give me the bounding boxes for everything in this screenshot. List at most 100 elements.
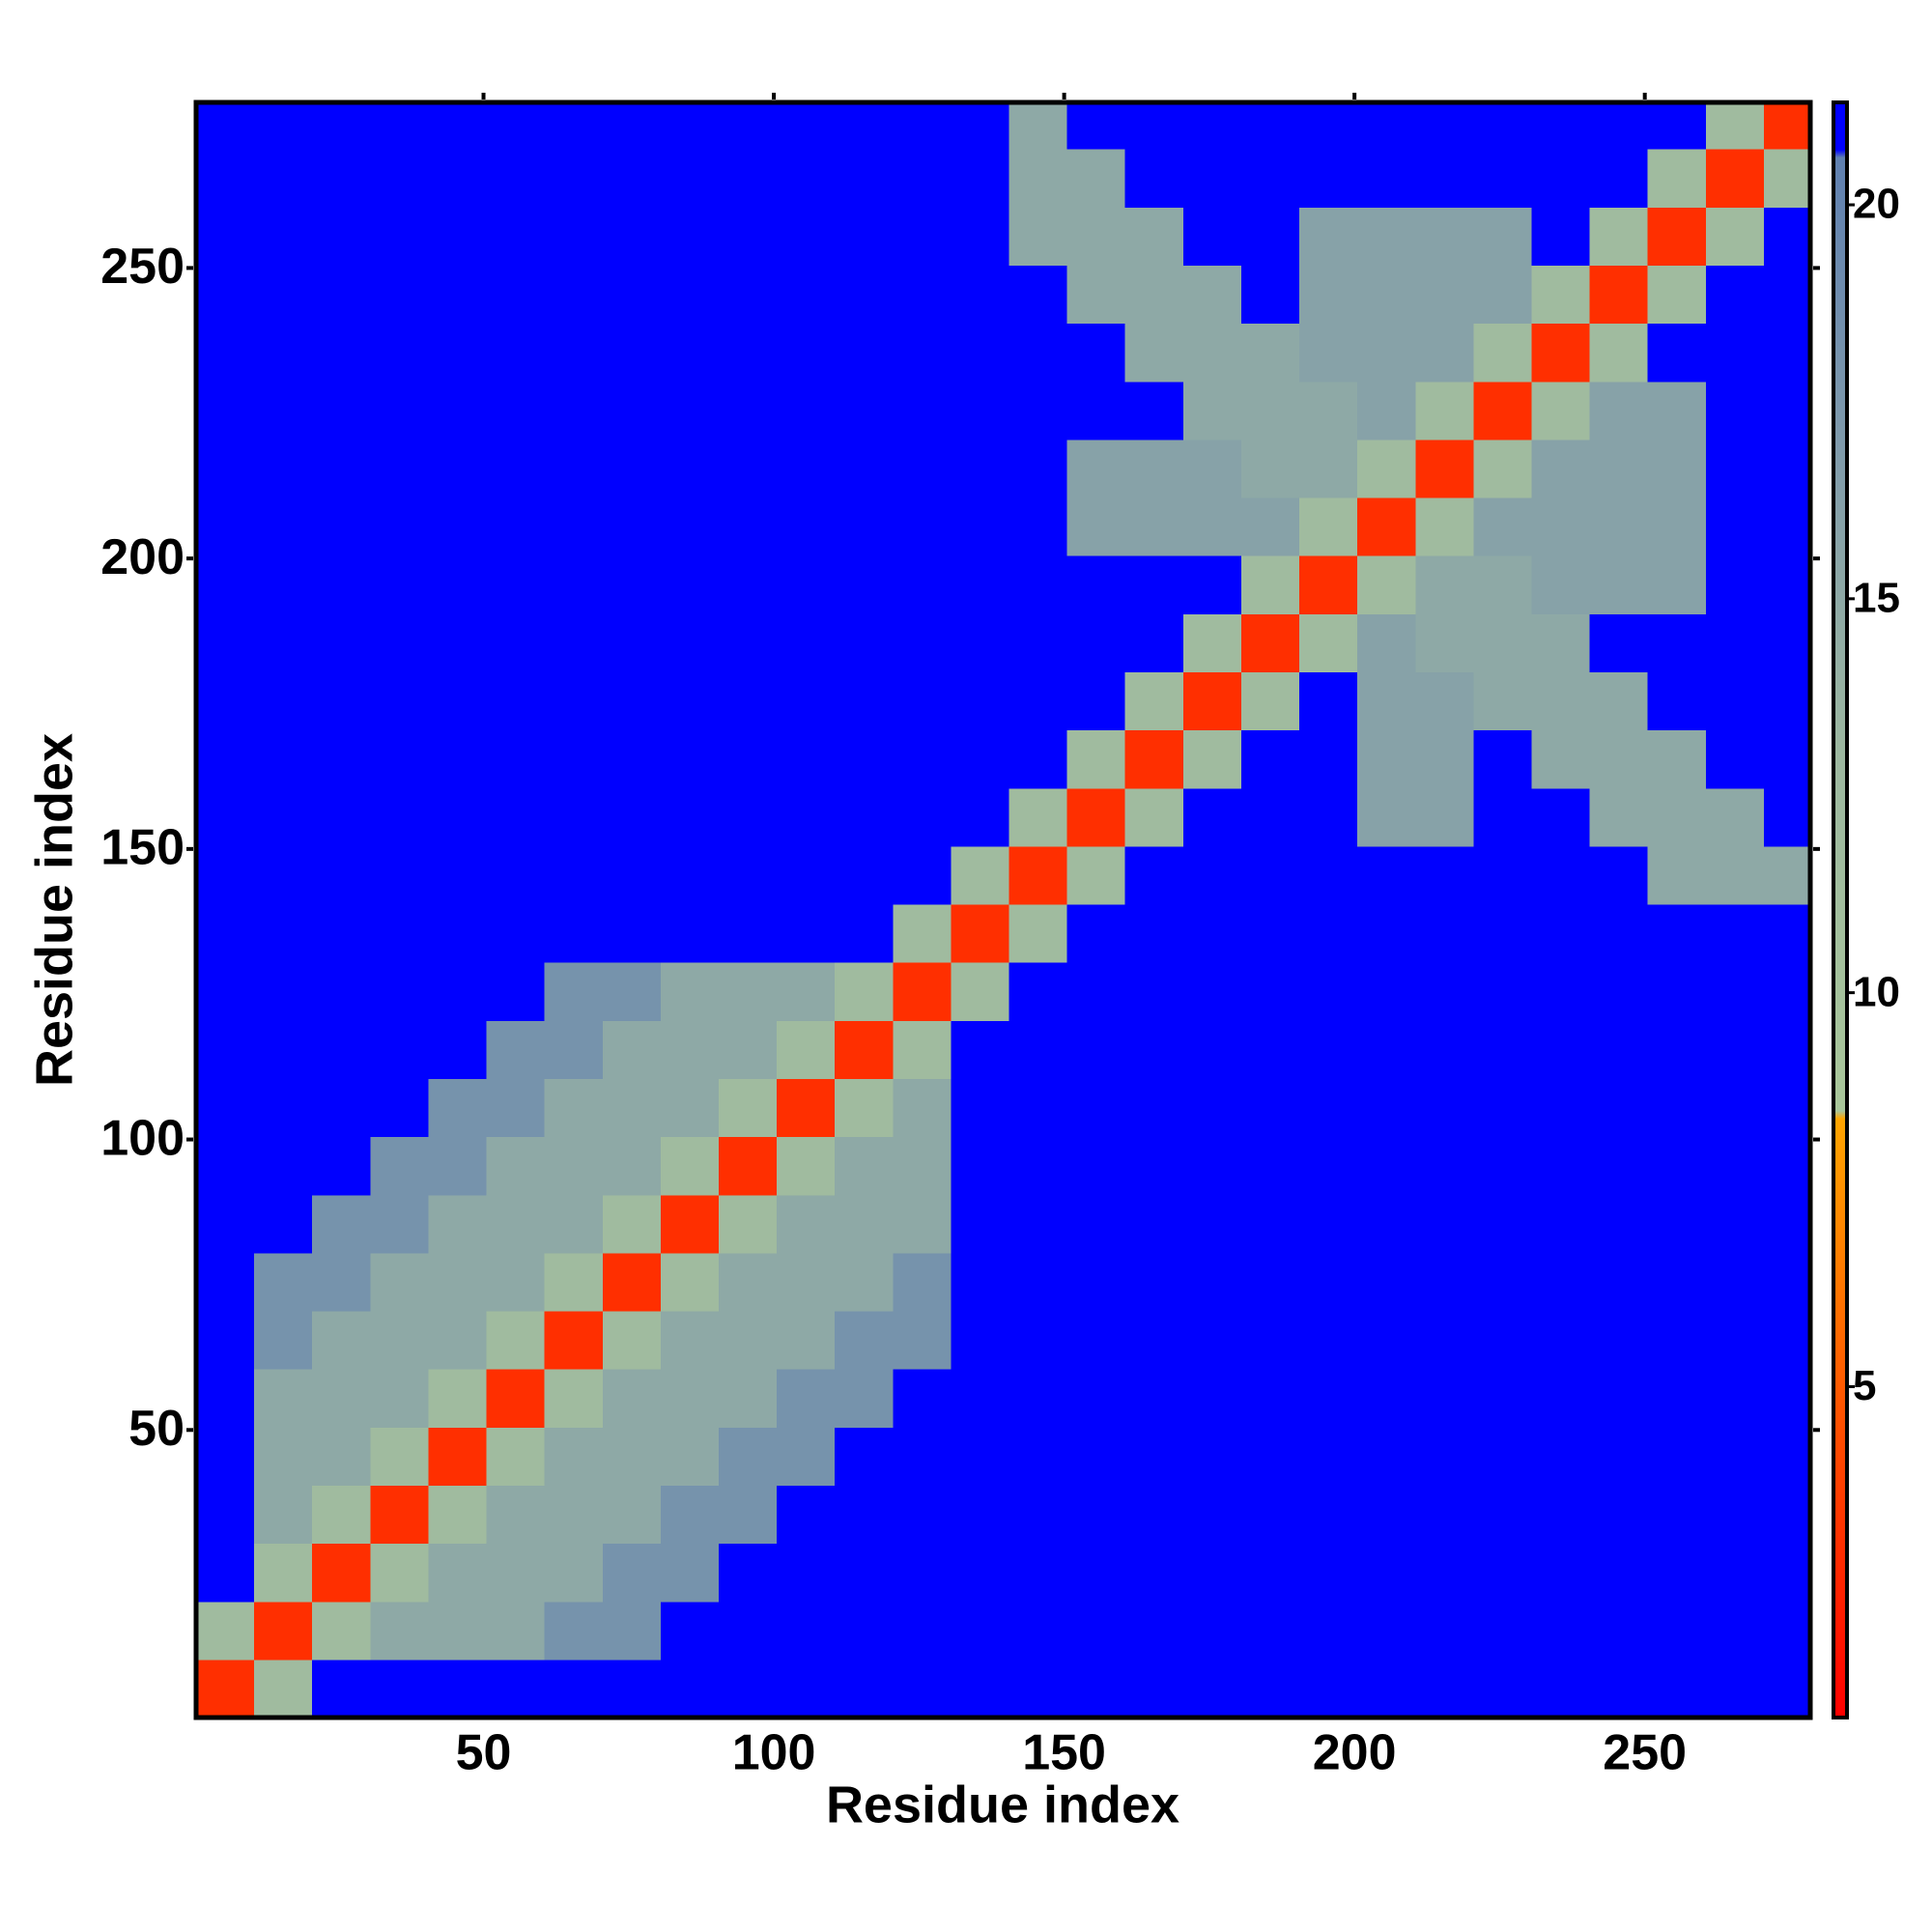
heatmap-cell bbox=[602, 845, 662, 905]
heatmap-cell bbox=[1066, 1310, 1126, 1370]
heatmap-cell bbox=[312, 903, 371, 963]
heatmap-cell bbox=[1705, 787, 1765, 847]
heatmap-cell bbox=[602, 1136, 662, 1196]
heatmap-cell bbox=[660, 497, 720, 556]
heatmap-cell bbox=[1647, 903, 1707, 963]
heatmap-cell bbox=[1124, 1543, 1184, 1603]
heatmap-cell bbox=[1589, 149, 1649, 208]
heatmap-cell bbox=[1705, 903, 1765, 963]
heatmap-cell bbox=[1240, 1020, 1300, 1080]
heatmap-cell bbox=[1357, 1252, 1416, 1312]
heatmap-cell bbox=[1473, 265, 1533, 325]
heatmap-cell bbox=[254, 1136, 313, 1196]
heatmap-cell bbox=[1415, 149, 1474, 208]
heatmap-cell bbox=[777, 497, 836, 556]
heatmap-cell bbox=[1299, 903, 1358, 963]
heatmap-cell bbox=[544, 1659, 604, 1719]
heatmap-cell bbox=[196, 845, 255, 905]
heatmap-cell bbox=[1182, 903, 1242, 963]
heatmap-cell bbox=[1531, 1369, 1591, 1428]
heatmap-cell bbox=[893, 497, 952, 556]
heatmap-cell bbox=[1299, 149, 1358, 208]
heatmap-cell bbox=[602, 1369, 662, 1428]
heatmap-cell bbox=[1357, 1601, 1416, 1661]
x-tick-label: 150 bbox=[1022, 1725, 1106, 1781]
heatmap-cell bbox=[1066, 903, 1126, 963]
heatmap-cell bbox=[660, 1252, 720, 1312]
heatmap-cell bbox=[1589, 962, 1649, 1021]
heatmap-cell bbox=[1415, 787, 1474, 847]
heatmap-cell bbox=[1647, 1020, 1707, 1080]
heatmap-cell bbox=[1415, 962, 1474, 1021]
heatmap-cell bbox=[1473, 323, 1533, 383]
heatmap-cell bbox=[951, 1543, 1010, 1603]
heatmap-cell bbox=[1647, 323, 1707, 383]
heatmap-cell bbox=[1009, 1078, 1068, 1138]
heatmap-cell bbox=[1473, 497, 1533, 556]
heatmap-cell bbox=[1763, 265, 1811, 325]
heatmap-cell bbox=[718, 1601, 778, 1661]
heatmap-cell bbox=[1763, 962, 1811, 1021]
heatmap-cell bbox=[1124, 1136, 1184, 1196]
heatmap-cell bbox=[1647, 555, 1707, 614]
heatmap-cell bbox=[428, 1601, 488, 1661]
heatmap-cell bbox=[602, 381, 662, 440]
heatmap-cell bbox=[1473, 613, 1533, 673]
heatmap-cell bbox=[428, 323, 488, 383]
heatmap-cell bbox=[660, 962, 720, 1021]
heatmap-cell bbox=[1589, 1485, 1649, 1545]
heatmap-cell bbox=[1299, 1427, 1358, 1487]
heatmap-cell bbox=[1763, 1601, 1811, 1661]
heatmap-cell bbox=[1357, 1543, 1416, 1603]
y-axis-title: Residue index bbox=[25, 733, 83, 1087]
heatmap-cell bbox=[544, 1543, 604, 1603]
heatmap-cell bbox=[428, 381, 488, 440]
heatmap-cell bbox=[196, 1543, 255, 1603]
heatmap-cell bbox=[777, 613, 836, 673]
heatmap-cell bbox=[1066, 1601, 1126, 1661]
heatmap-cell bbox=[1415, 1020, 1474, 1080]
heatmap-cell bbox=[486, 1369, 546, 1428]
heatmap-cell bbox=[370, 1427, 430, 1487]
heatmap-cell bbox=[602, 265, 662, 325]
heatmap-cell bbox=[1009, 265, 1068, 325]
heatmap-cell bbox=[1299, 729, 1358, 789]
heatmap-cell bbox=[1299, 265, 1358, 325]
heatmap-cell bbox=[893, 1369, 952, 1428]
heatmap-cell bbox=[312, 1020, 371, 1080]
heatmap-cell bbox=[1299, 1194, 1358, 1254]
heatmap-cell bbox=[196, 1136, 255, 1196]
heatmap-cell bbox=[1299, 207, 1358, 267]
heatmap-cell bbox=[1473, 1136, 1533, 1196]
heatmap-cell bbox=[1124, 613, 1184, 673]
heatmap-cell bbox=[1009, 1194, 1068, 1254]
heatmap-cell bbox=[1240, 497, 1300, 556]
heatmap-cell bbox=[1531, 149, 1591, 208]
heatmap-cell bbox=[1124, 962, 1184, 1021]
heatmap-cell bbox=[370, 1194, 430, 1254]
heatmap-cell bbox=[602, 903, 662, 963]
heatmap-cell bbox=[1647, 439, 1707, 498]
heatmap-cell bbox=[951, 207, 1010, 267]
heatmap-cell bbox=[835, 1252, 894, 1312]
heatmap-cell bbox=[486, 102, 546, 150]
heatmap-cell bbox=[602, 207, 662, 267]
heatmap-cell bbox=[777, 1020, 836, 1080]
heatmap-cell bbox=[1066, 323, 1126, 383]
heatmap-cell bbox=[1763, 1078, 1811, 1138]
heatmap-cell bbox=[1763, 323, 1811, 383]
heatmap-cell bbox=[1240, 729, 1300, 789]
heatmap-cell bbox=[718, 1194, 778, 1254]
heatmap-cell bbox=[1009, 787, 1068, 847]
heatmap-cell bbox=[1240, 613, 1300, 673]
heatmap-cell bbox=[602, 323, 662, 383]
heatmap-cell bbox=[370, 1020, 430, 1080]
heatmap-cell bbox=[1647, 265, 1707, 325]
heatmap-cell bbox=[951, 265, 1010, 325]
heatmap-cell bbox=[1182, 1310, 1242, 1370]
heatmap-cell bbox=[1066, 265, 1126, 325]
heatmap-cell bbox=[1705, 613, 1765, 673]
heatmap-cell bbox=[951, 729, 1010, 789]
heatmap-cell bbox=[1531, 1659, 1591, 1719]
heatmap-cell bbox=[544, 555, 604, 614]
